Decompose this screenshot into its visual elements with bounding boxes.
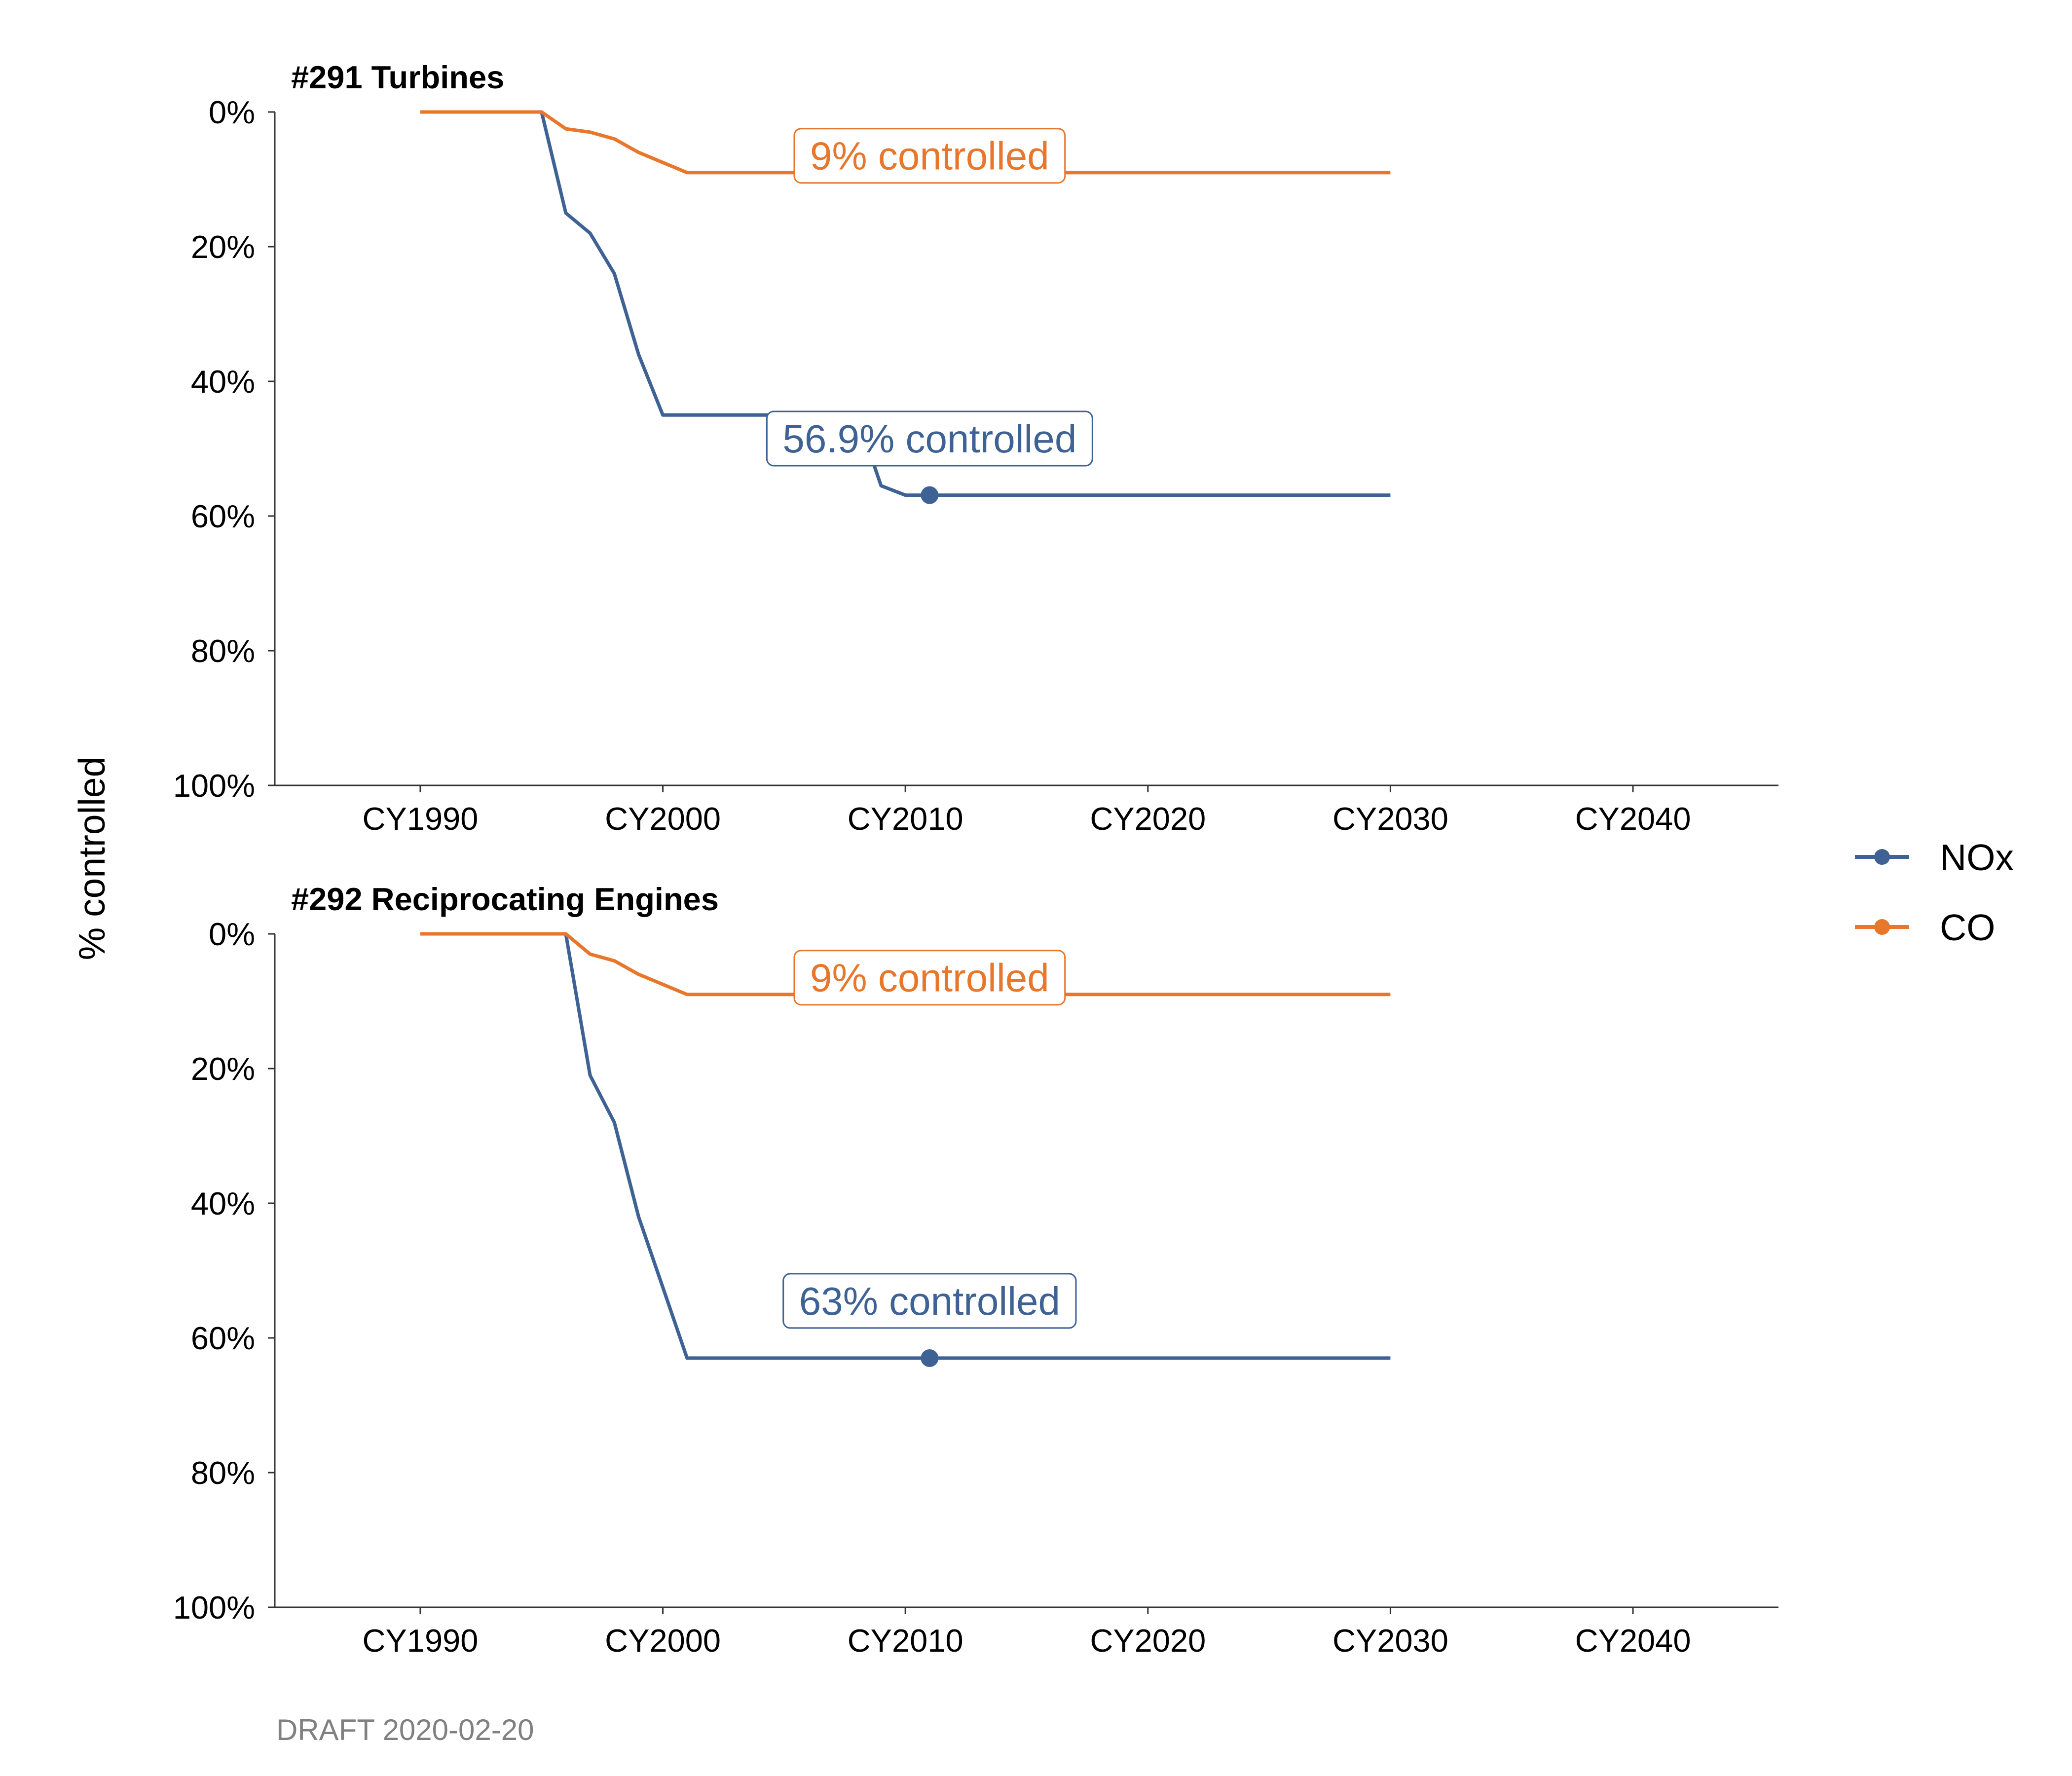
y-tick-label: 0% [209,916,255,952]
callout-co: 9% controlled [793,128,1066,184]
callout-box [782,1273,1077,1329]
callout-nox: 63% controlled [782,1273,1077,1329]
y-tick-label: 80% [191,1455,255,1491]
x-tick-label: CY1990 [363,1623,479,1659]
callout-box [793,128,1066,184]
callout-nox: 56.9% controlled [766,410,1093,467]
callout-box [793,950,1066,1006]
x-tick-label: CY2030 [1332,801,1448,837]
x-tick-label: CY1990 [363,801,479,837]
series-line-co [420,932,1391,997]
y-tick-label: 40% [191,1185,255,1221]
callout-co: 9% controlled [793,950,1066,1006]
panel-title: #291 Turbines [291,59,504,95]
chart-panels: #291 Turbines 0% 20% 40% 60% 80% 100% CY1990 CY2… [173,59,1778,1659]
y-tick-label: 80% [191,633,255,669]
legend-label-co: CO [1940,907,1996,948]
chart-panel-1: #291 Turbines 0% 20% 40% 60% 80% 100% CY1990 CY2… [173,59,1778,837]
x-tick-label: CY2030 [1332,1623,1448,1659]
chart-panel-2: #292 Reciprocating Engines 0% 20% 40% 60% 80%… [173,881,1778,1659]
series-line-co [420,110,1391,175]
legend-label-nox: NOx [1940,837,2014,878]
callout-label: 9% controlled [810,956,1049,1000]
callout-label: 9% controlled [810,134,1049,178]
y-tick-label: 100% [173,1590,255,1626]
legend-item-nox: NOx [1855,837,2014,878]
series-line-nox [420,932,1391,1360]
callout-label: 56.9% controlled [782,417,1076,461]
y-tick-label: 60% [191,498,255,534]
x-tick-label: CY2010 [848,801,963,837]
legend-item-co: CO [1855,907,1996,948]
draft-caption: DRAFT 2020-02-20 [276,1713,534,1746]
x-tick-label: CY2040 [1575,1623,1691,1659]
x-tick-label: CY2010 [848,1623,963,1659]
panel-title: #292 Reciprocating Engines [291,881,719,917]
y-tick-label: 20% [191,229,255,265]
x-tick-label: CY2000 [605,1623,721,1659]
legend-marker-nox [1874,849,1890,865]
highlight-point-nox [921,1349,939,1367]
y-tick-label: 0% [209,94,255,130]
series-line-nox [420,110,1391,497]
y-tick-label: 20% [191,1051,255,1087]
y-tick-label: 40% [191,364,255,400]
legend: NOx CO [1855,837,2014,948]
y-tick-label: 60% [191,1320,255,1356]
highlight-point-nox [921,486,939,504]
x-tick-label: CY2020 [1090,1623,1206,1659]
x-tick-label: CY2040 [1575,801,1691,837]
y-tick-label: 100% [173,768,255,804]
x-tick-label: CY2020 [1090,801,1206,837]
callout-label: 63% controlled [799,1279,1060,1323]
callout-box [766,410,1093,467]
x-tick-label: CY2000 [605,801,721,837]
y-axis-label: % controlled [71,757,112,961]
legend-marker-co [1874,919,1890,935]
